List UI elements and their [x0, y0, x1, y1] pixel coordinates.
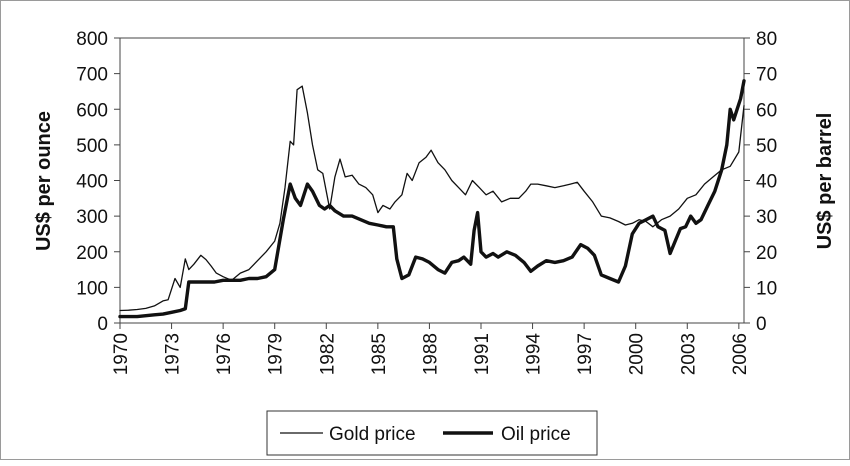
x-tick-label: 1970 — [111, 333, 132, 375]
gold-price-line — [119, 85, 745, 312]
x-tick-label: 1976 — [214, 333, 235, 375]
x-tick-label: 2003 — [678, 333, 699, 375]
y-left-tick-label: 300 — [76, 207, 108, 228]
y-right-tick-label: 40 — [756, 172, 777, 193]
y-right-tick-label: 80 — [756, 29, 777, 50]
y-left-tick-label: 200 — [76, 243, 108, 264]
y-left-tick-label: 500 — [76, 136, 108, 157]
x-tick-label: 2006 — [730, 333, 751, 375]
x-tick-label: 1985 — [369, 333, 390, 375]
x-tick-label: 1988 — [420, 333, 441, 375]
x-axis: 1970 1973 1976 1979 1982 1985 1988 1991 1994 1997… — [111, 323, 751, 375]
x-tick-label: 2000 — [627, 333, 648, 375]
x-tick-label: 1991 — [472, 333, 493, 375]
right-axis-title: US$ per barrel — [814, 113, 836, 250]
x-tick-label: 1997 — [575, 333, 596, 375]
y-right-tick-label: 10 — [756, 278, 777, 299]
x-tick-label: 1973 — [163, 333, 184, 375]
y-right-tick-label: 20 — [756, 243, 777, 264]
x-tick-label: 1982 — [317, 333, 338, 375]
legend-label-oil: Oil price — [501, 424, 571, 445]
right-y-axis: 0 10 20 30 40 50 60 70 80 — [744, 29, 777, 335]
y-left-tick-label: 100 — [76, 278, 108, 299]
x-tick-label: 1994 — [524, 333, 545, 376]
left-axis-title: US$ per ounce — [33, 111, 55, 251]
y-left-tick-label: 600 — [76, 100, 108, 121]
y-left-tick-label: 400 — [76, 172, 108, 193]
y-right-tick-label: 50 — [756, 136, 777, 157]
y-right-tick-label: 70 — [756, 65, 777, 86]
left-y-axis: 0 100 200 300 400 500 600 700 800 — [76, 29, 120, 335]
oil-price-line — [118, 79, 746, 319]
y-left-tick-label: 0 — [97, 314, 108, 335]
y-right-tick-label: 60 — [756, 100, 777, 121]
legend: Gold price Oil price — [266, 410, 598, 456]
plot-area — [119, 37, 745, 324]
y-right-tick-label: 0 — [756, 314, 767, 335]
y-left-tick-label: 700 — [76, 65, 108, 86]
y-right-tick-label: 30 — [756, 207, 777, 228]
x-tick-label: 1979 — [266, 333, 287, 375]
legend-label-gold: Gold price — [329, 424, 416, 445]
y-left-tick-label: 800 — [76, 29, 108, 50]
series-layer — [118, 79, 746, 319]
